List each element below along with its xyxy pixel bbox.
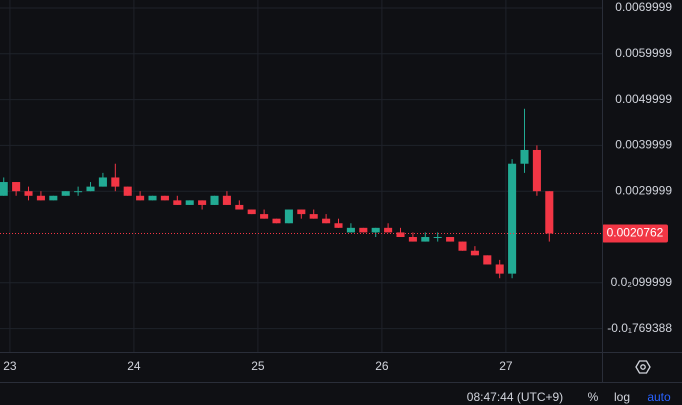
settings-dot[interactable] <box>640 364 646 370</box>
candle-body <box>458 241 467 251</box>
candle-body <box>148 195 157 201</box>
candle-body <box>24 191 33 196</box>
candle-body <box>136 195 145 201</box>
candle-body <box>322 218 331 224</box>
x-tick-label: 23 <box>3 359 17 373</box>
candle-body <box>260 214 269 219</box>
candle-body <box>470 250 479 256</box>
candle-body <box>408 236 417 242</box>
y-tick-label: 0.0069999 <box>615 0 672 14</box>
candle-body <box>185 200 194 205</box>
settings-hexagon[interactable] <box>635 360 651 374</box>
y-tick-label: -0.0₁769388 <box>607 321 672 335</box>
candle-body <box>210 195 219 205</box>
candle-body <box>532 149 541 192</box>
candle-body <box>86 186 95 192</box>
y-tick-label: 0.0039999 <box>615 138 672 152</box>
candle-body <box>272 218 281 224</box>
clock: 08:47:44 (UTC+9) <box>467 390 563 404</box>
candle-body <box>545 191 554 234</box>
candle-body <box>384 227 393 233</box>
candle-body <box>483 255 492 265</box>
candle-body <box>359 227 368 233</box>
candle-body <box>433 236 442 238</box>
y-tick-label: 0.0₂099999 <box>611 275 673 289</box>
candle-body <box>396 232 405 237</box>
candle-body <box>12 182 21 192</box>
log-toggle[interactable]: log <box>614 390 630 404</box>
x-tick-label: 24 <box>127 359 141 373</box>
candle-body <box>36 195 45 201</box>
candle-body <box>198 200 207 205</box>
x-tick-label: 25 <box>251 359 265 373</box>
candle-body <box>446 236 455 242</box>
candle-body <box>61 191 70 196</box>
candle-body <box>123 186 132 196</box>
candle-body <box>346 227 355 233</box>
candle-body <box>520 149 529 164</box>
candle-body <box>235 204 244 210</box>
candle-body <box>284 209 293 224</box>
candle-body <box>334 223 343 228</box>
candle-body <box>74 191 83 193</box>
y-tick-label: 0.0049999 <box>615 92 672 106</box>
y-tick-label: 0.0029999 <box>615 183 672 197</box>
last-price-label: 0.0020762 <box>607 226 664 240</box>
y-tick-label: 0.0059999 <box>615 46 672 60</box>
candle-body <box>160 195 169 201</box>
candle-body <box>0 182 8 196</box>
candle-body <box>98 177 107 187</box>
candle-body <box>297 209 306 215</box>
candle-body <box>508 163 517 274</box>
last-price-box <box>602 224 668 243</box>
candle-body <box>495 264 504 274</box>
candle-body <box>247 209 256 215</box>
candle-body <box>49 195 58 201</box>
candle-body <box>111 177 120 187</box>
candle-body <box>309 214 318 219</box>
x-tick-label: 27 <box>499 359 513 373</box>
candle-body <box>222 195 231 205</box>
auto-toggle[interactable]: auto <box>647 390 671 404</box>
candle-body <box>421 236 430 242</box>
candle-body <box>371 227 380 233</box>
settings-icon[interactable] <box>635 360 651 374</box>
x-tick-label: 26 <box>375 359 389 373</box>
candle-body <box>173 200 182 205</box>
percent-toggle[interactable]: % <box>588 390 599 404</box>
